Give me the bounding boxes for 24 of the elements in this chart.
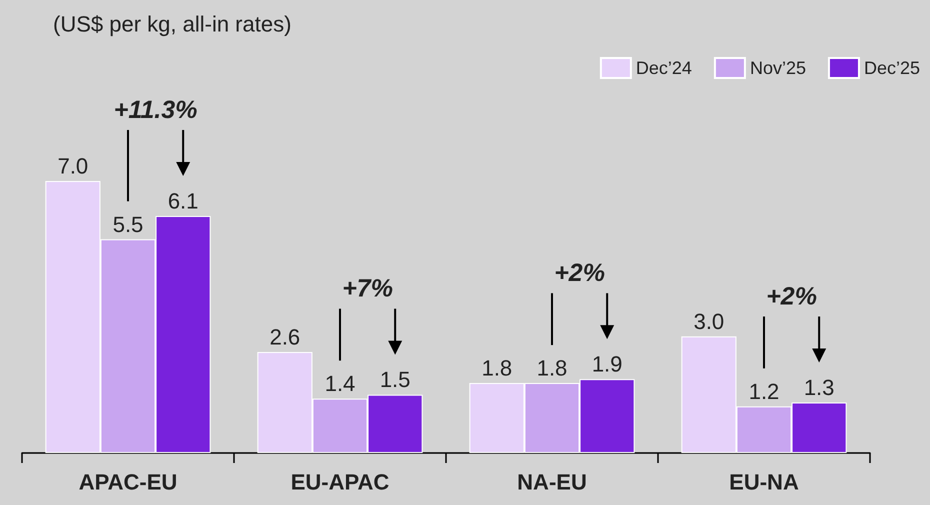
text: +11.3% — [114, 96, 198, 124]
legend-label: Dec’25 — [864, 58, 920, 78]
x-tick-label: EU-NA — [729, 470, 799, 494]
data-label: 1.9 — [592, 352, 622, 377]
data-label: 7.0 — [58, 154, 88, 178]
data-label: 2.6 — [270, 324, 300, 350]
annotation: +2% — [554, 259, 605, 288]
x-tick-label: APAC-EU — [78, 470, 178, 494]
data-label: 5.5 — [112, 212, 144, 237]
x-tick-label: EU-APAC — [290, 470, 390, 494]
legend-label: Nov’25 — [750, 58, 806, 78]
data-label: 1.4 — [324, 371, 356, 396]
data-label: 1.8 — [482, 356, 512, 381]
legend-label: Dec’24 — [636, 58, 692, 78]
data-label: 1.5 — [380, 367, 410, 392]
data-label: 3.0 — [694, 308, 724, 334]
data-label: 1.8 — [536, 356, 568, 381]
data-label: 1.2 — [748, 378, 780, 404]
chart-subtitle: (US$ per kg, all-in rates) — [53, 12, 292, 36]
data-label: 1.3 — [804, 374, 834, 400]
annotation: +7% — [342, 274, 393, 303]
annotation: +2% — [766, 282, 817, 310]
x-tick-label: NA-EU — [517, 470, 587, 494]
data-label: 6.1 — [168, 188, 198, 214]
